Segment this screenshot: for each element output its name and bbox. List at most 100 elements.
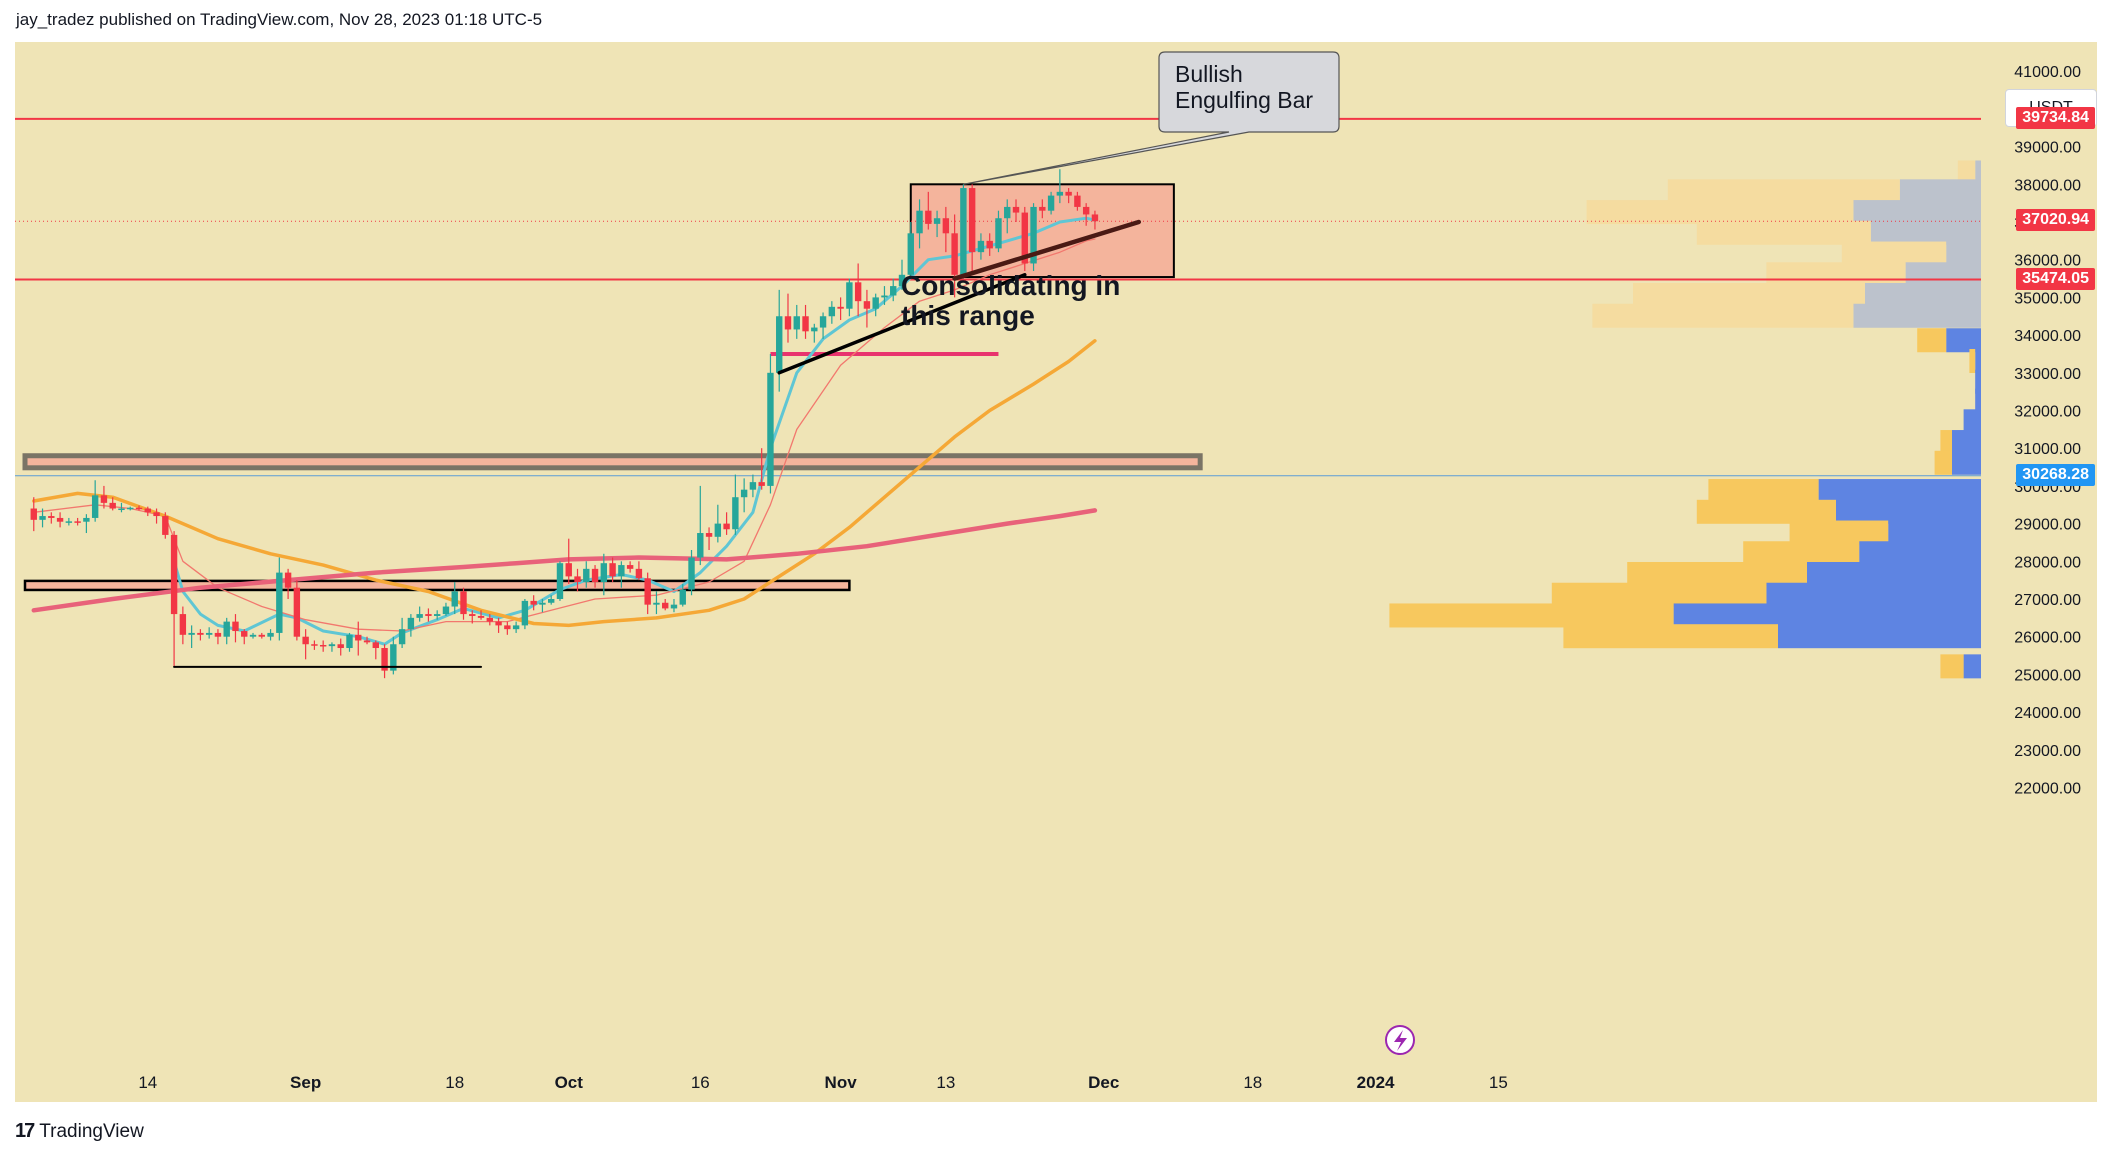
candle-body: [197, 632, 204, 635]
vp-down-bar: [1870, 220, 1981, 245]
candle-body: [732, 497, 739, 530]
price-tick: 24000.00: [2014, 705, 2081, 722]
candle-body: [381, 648, 388, 671]
candle-body: [48, 516, 55, 518]
candle-body: [276, 572, 283, 633]
candle-body: [819, 316, 827, 328]
candle-body: [135, 507, 143, 510]
candle-body: [267, 632, 274, 637]
candle-body: [460, 591, 467, 615]
price-tick: 26000.00: [2014, 630, 2081, 647]
price-tick: 23000.00: [2014, 743, 2081, 760]
price-tick: 38000.00: [2014, 177, 2081, 194]
candle-body: [416, 614, 423, 618]
vp-up-bar: [1667, 179, 1900, 204]
candle-body: [39, 516, 46, 520]
candle-body: [723, 523, 730, 530]
candle-body: [1047, 195, 1055, 211]
candle-body: [241, 631, 248, 637]
candle-body: [302, 636, 309, 645]
candle-body: [355, 634, 362, 641]
chart-area[interactable]: Bullish Engulfing Bar Consolidating in this…: [15, 42, 2097, 1102]
vp-down-bar: [1853, 303, 1981, 328]
price-tick: 22000.00: [2014, 781, 2081, 798]
time-label: 2024: [1357, 1073, 1395, 1092]
candle-body: [670, 604, 678, 609]
callout-bubble: [963, 51, 1340, 185]
candle-body: [767, 372, 774, 486]
candle-body: [91, 495, 99, 518]
candle-body: [653, 602, 660, 605]
candle-body: [372, 642, 379, 649]
tradingview-logo-icon: 17: [15, 1120, 35, 1142]
vp-up-bar: [1389, 603, 1674, 628]
candle-body: [679, 589, 686, 605]
candle-body: [153, 512, 160, 517]
candle-body: [144, 508, 151, 513]
candle-body: [433, 614, 441, 616]
candle-body: [591, 568, 599, 583]
vp-up-bar: [1551, 582, 1767, 607]
candle-body: [583, 568, 590, 583]
vp-up-bar: [1627, 561, 1807, 586]
price-tick: 35000.00: [2014, 290, 2081, 307]
brand-name: TradingView: [39, 1120, 144, 1142]
vp-up-bar: [1940, 654, 1964, 679]
range-note-line2: this range: [901, 300, 1035, 331]
candle-body: [1039, 206, 1046, 211]
candle-body: [846, 282, 853, 309]
candle-body: [232, 621, 239, 632]
ma-ma-orange: [32, 339, 1097, 628]
callout-text-line2: Engulfing Bar: [1175, 87, 1313, 113]
candle-body: [442, 606, 450, 615]
candle-body: [188, 632, 195, 635]
candle-body: [170, 534, 178, 615]
price-tick: 33000.00: [2014, 366, 2081, 383]
lightning-icon: [1394, 1030, 1407, 1051]
candle-body: [986, 240, 993, 249]
volume-profile: [1389, 160, 1981, 679]
candle-body: [749, 482, 757, 490]
vp-down-bar: [1865, 283, 1981, 308]
candle-body: [127, 507, 134, 510]
footer[interactable]: 17 TradingView: [15, 1120, 144, 1143]
candle-body: [495, 621, 502, 626]
vp-up-bar: [1766, 262, 1906, 287]
candle-body: [425, 614, 432, 616]
candle-body: [618, 565, 625, 577]
candle-body: [925, 210, 932, 224]
candle-body: [530, 600, 537, 605]
price-tick: 29000.00: [2014, 517, 2081, 534]
vp-up-bar: [1592, 303, 1854, 328]
candle-body: [328, 644, 336, 647]
price-label: 35474.05: [2016, 267, 2095, 290]
candle-body: [811, 327, 818, 332]
candle-body: [118, 508, 125, 511]
zone-black-band: [23, 579, 851, 592]
time-label: Oct: [555, 1073, 584, 1092]
candle-body: [1065, 191, 1072, 196]
candle-body: [705, 533, 713, 537]
vp-up-bar: [1969, 348, 1976, 373]
trendlines[interactable]: [173, 219, 1142, 668]
publisher-header: jay_tradez published on TradingView.com,…: [16, 10, 543, 29]
candle-body: [951, 233, 958, 275]
candle-body: [556, 563, 564, 599]
price-tick: 34000.00: [2014, 328, 2081, 345]
candles[interactable]: [30, 169, 1099, 679]
candle-body: [942, 218, 950, 234]
time-label: Sep: [290, 1073, 321, 1092]
time-label: 14: [138, 1073, 157, 1092]
candle-body: [258, 634, 265, 637]
candle-body: [1021, 212, 1028, 264]
candle-body: [214, 632, 222, 637]
vp-up-bar: [1934, 450, 1952, 475]
candle-body: [802, 316, 809, 332]
candle-body: [486, 617, 494, 622]
candle-body: [162, 516, 169, 535]
candle-body: [898, 274, 906, 287]
vp-up-bar: [1841, 241, 1947, 266]
replay-icon[interactable]: [1385, 1025, 1415, 1055]
